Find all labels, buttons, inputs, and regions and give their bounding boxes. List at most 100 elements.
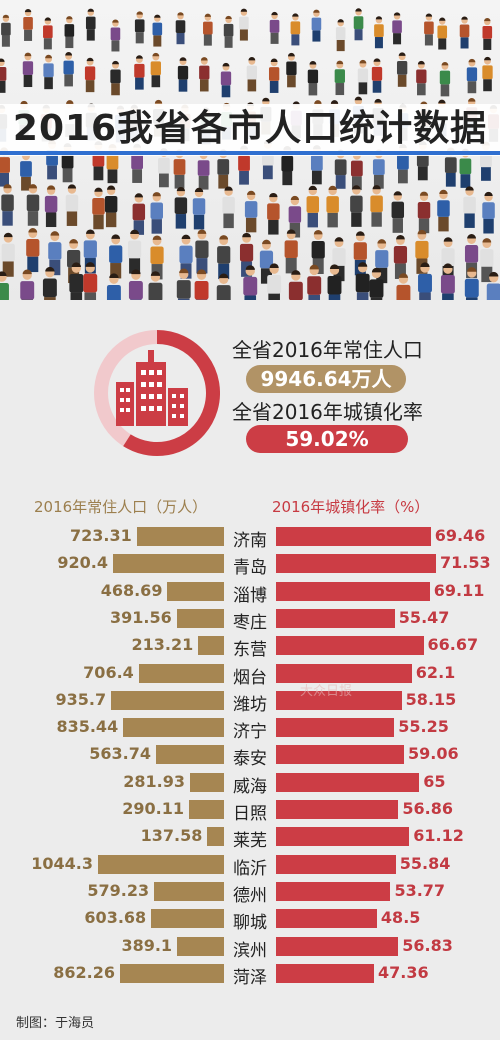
population-bar [151, 909, 224, 929]
city-label: 日照 [233, 804, 267, 824]
person-figure [177, 57, 189, 92]
chart-row-7: 935.7 潍坊 58.15 [0, 688, 500, 715]
city-label: 烟台 [233, 667, 267, 688]
person-figure [286, 52, 297, 88]
urbanization-value-label: 61.12 [413, 826, 464, 846]
person-figure [437, 189, 450, 232]
person-figure [391, 191, 405, 233]
urbanization-bar [276, 827, 410, 847]
person-figure [439, 61, 451, 97]
chart-row-10: 281.93 威海 65 [0, 770, 500, 797]
chart-row-6: 706.4 烟台 62.1 [0, 661, 500, 688]
person-figure [355, 262, 370, 300]
person-figure [42, 266, 57, 300]
person-figure [64, 16, 75, 49]
person-figure [44, 185, 58, 228]
urbanization-bar [276, 636, 424, 656]
chart-row-11: 290.11 日照 56.86 [0, 797, 500, 824]
city-label: 莱芜 [233, 831, 267, 852]
person-figure [396, 273, 411, 300]
urbanization-bar [276, 909, 377, 929]
population-bar [189, 772, 224, 792]
population-bar [188, 800, 224, 819]
person-figure [268, 58, 280, 93]
population-value-label: 563.74 [89, 744, 151, 764]
person-figure [23, 8, 33, 41]
city-label: 东营 [233, 640, 267, 661]
person-figure [441, 237, 455, 282]
person-figure [350, 150, 363, 191]
urbanization-bar [276, 881, 391, 901]
urbanization-value-label: 62.1 [415, 662, 456, 682]
person-figure [375, 239, 389, 284]
urbanization-bar [276, 663, 412, 683]
person-figure [197, 150, 210, 190]
urbanization-value-label: 55.47 [398, 607, 450, 627]
person-figure [482, 191, 495, 234]
chart-row-12: 137.58 莱芜 61.12 [0, 824, 500, 851]
person-figure [20, 269, 35, 300]
person-figure [85, 8, 96, 41]
person-figure [327, 264, 342, 300]
person-figure [223, 15, 234, 48]
person-figure [192, 187, 206, 230]
urbanization-bar [276, 800, 399, 819]
person-figure [393, 234, 408, 279]
urbanization-value-label: 66.67 [427, 635, 479, 655]
person-figure [243, 265, 258, 300]
population-bar [207, 827, 224, 847]
person-figure [326, 185, 339, 228]
population-value-label: 290.11 [122, 799, 184, 818]
person-figure [290, 13, 301, 46]
population-value-label: 603.68 [84, 908, 147, 928]
population-bar [136, 527, 224, 546]
urbanization-value-label: 69.11 [433, 580, 485, 600]
person-figure [43, 54, 54, 90]
city-bar-chart: 723.31 济南 69.46 920.4 青岛 71.53 468.69 淄博 69.11 39… [0, 524, 500, 988]
population-label: 全省2016年常住人口 [232, 338, 423, 362]
person-figure [104, 185, 118, 228]
population-bar [111, 690, 224, 710]
urbanization-value-label: 56.86 [402, 799, 453, 818]
population-bar [138, 663, 224, 683]
person-figure [134, 55, 145, 90]
person-figure [222, 186, 235, 229]
person-figure [110, 19, 121, 52]
city-label: 威海 [233, 776, 267, 797]
population-chart-title: 2016年常住人口（万人） [34, 498, 208, 516]
person-figure [203, 13, 213, 46]
person-figure [334, 60, 345, 96]
urbanization-value-label: 56.83 [402, 935, 453, 955]
chart-row-3: 468.69 淄博 69.11 [0, 579, 500, 606]
population-bar [112, 554, 224, 574]
person-figure [20, 151, 32, 191]
population-value-label: 1044.3 [31, 853, 93, 873]
urbanization-bar [276, 745, 404, 765]
person-figure [132, 193, 146, 235]
urbanization-bar [276, 963, 374, 983]
person-figure [416, 60, 427, 96]
person-figure [307, 61, 319, 96]
person-figure [176, 268, 191, 300]
person-figure [370, 185, 383, 227]
urbanization-label: 全省2016年城镇化率 [232, 400, 423, 424]
population-value-label: 935.7 [55, 689, 107, 709]
person-figure [148, 271, 163, 300]
person-figure [220, 62, 232, 98]
person-figure [480, 238, 494, 283]
person-figure [0, 58, 7, 93]
urbanization-value-label: 69.46 [434, 526, 486, 545]
person-figure [22, 52, 34, 88]
population-value: 9946.64万人 [246, 365, 406, 393]
chart-row-15: 603.68 聊城 48.5 [0, 906, 500, 933]
urbanization-value-label: 65 [423, 771, 446, 791]
urbanization-value-label: 55.84 [399, 853, 451, 873]
person-figure [440, 263, 455, 300]
person-figure [92, 187, 105, 230]
population-bar [123, 718, 224, 738]
person-figure [65, 184, 79, 226]
page-title: 2016我省各市人口统计数据 [12, 108, 488, 149]
person-figure [482, 56, 493, 92]
population-bar [98, 854, 224, 874]
person-figure [128, 269, 143, 300]
